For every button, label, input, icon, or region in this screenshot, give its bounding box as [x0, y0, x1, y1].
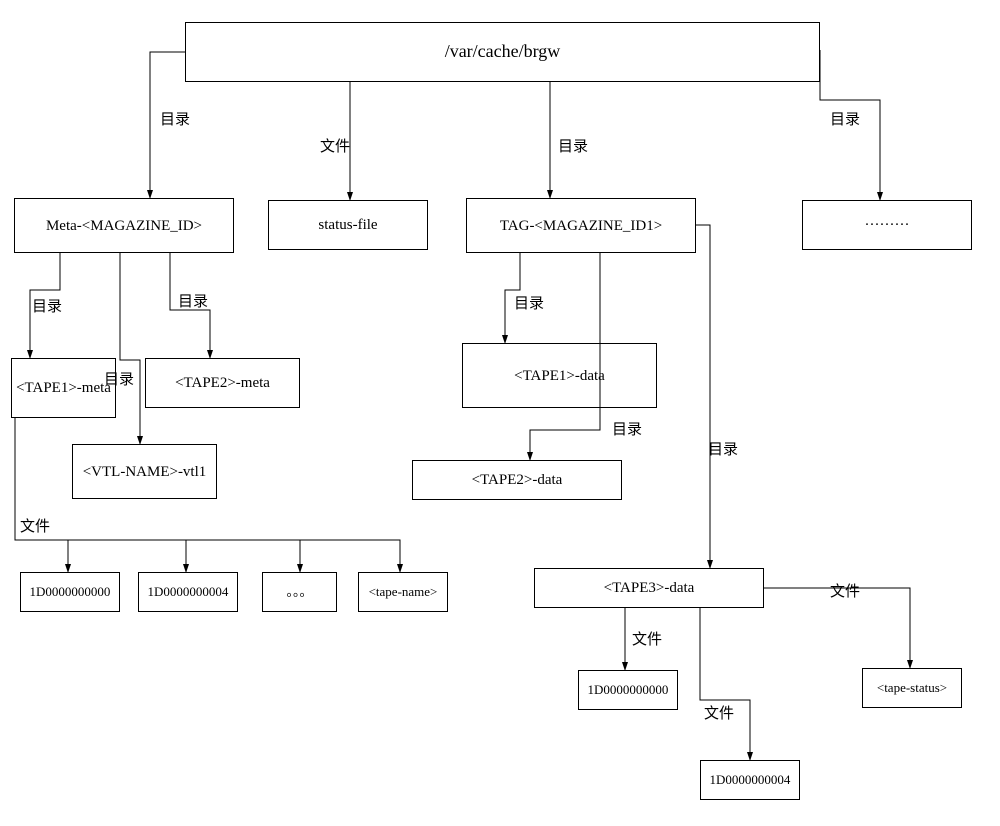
edge-label-file: 文件: [320, 135, 350, 156]
edge-label-dir: 目录: [160, 108, 190, 129]
edge-label-dir: 目录: [558, 135, 588, 156]
ellipsis-node: 。。。: [262, 572, 337, 612]
tag-magazine-node: TAG-<MAGAZINE_ID1>: [466, 198, 696, 253]
edge-label-dir: 目录: [178, 290, 208, 311]
edge-label-file: 文件: [704, 702, 734, 723]
root-node: /var/cache/brgw: [185, 22, 820, 82]
tapestatus-node: <tape-status>: [862, 668, 962, 708]
id4-node: 1D0000000004: [138, 572, 238, 612]
status-file-node: status-file: [268, 200, 428, 250]
id0b-node: 1D0000000000: [578, 670, 678, 710]
vtl-name-node: <VTL-NAME>-vtl1: [72, 444, 217, 499]
tape2-data-node: <TAPE2>-data: [412, 460, 622, 500]
id0-node: 1D0000000000: [20, 572, 120, 612]
meta-magazine-node: Meta-<MAGAZINE_ID>: [14, 198, 234, 253]
edge-label-dir: 目录: [104, 368, 134, 389]
tape3-data-node: <TAPE3>-data: [534, 568, 764, 608]
dots-node: ·········: [802, 200, 972, 250]
tapename-node: <tape-name>: [358, 572, 448, 612]
id4b-node: 1D0000000004: [700, 760, 800, 800]
edge-label-dir: 目录: [612, 418, 642, 439]
edge-label-file: 文件: [20, 515, 50, 536]
tape2-meta-node: <TAPE2>-meta: [145, 358, 300, 408]
edge-label-file: 文件: [830, 580, 860, 601]
edge-label-dir: 目录: [32, 295, 62, 316]
edge-label-dir: 目录: [514, 292, 544, 313]
edge-label-dir: 目录: [830, 108, 860, 129]
tape1-data-node: <TAPE1>-data: [462, 343, 657, 408]
edge-label-dir: 目录: [708, 438, 738, 459]
edge-label-file: 文件: [632, 628, 662, 649]
tape1-meta-node: <TAPE1>-meta: [11, 358, 116, 418]
